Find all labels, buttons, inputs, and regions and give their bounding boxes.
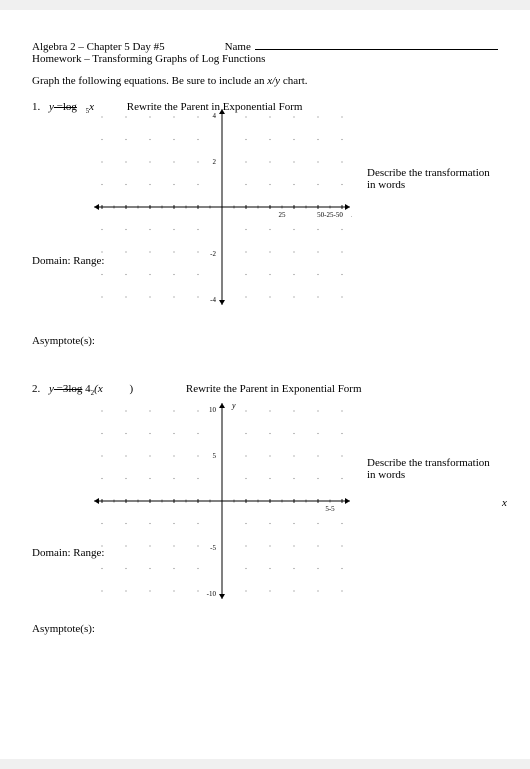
p2-rewrite-prompt: Rewrite the Parent in Exponential Form: [186, 383, 362, 395]
instruction-prefix: Graph the following equations. Be sure t…: [32, 75, 267, 87]
worksheet-page: Algebra 2 – Chapter 5 Day #5 Name Homewo…: [0, 10, 530, 759]
instruction: Graph the following equations. Be sure t…: [32, 75, 498, 87]
p2-eq: =3log: [54, 383, 83, 395]
p2-extra: 4: [82, 383, 90, 395]
name-label: Name: [225, 41, 251, 53]
instruction-xy: x/y: [267, 75, 280, 87]
svg-text:2: 2: [213, 158, 217, 166]
p1-domain-range: Domain: Range:: [32, 255, 104, 267]
svg-text:-5: -5: [210, 544, 216, 552]
p2-describe-prompt: Describe the transformation in words: [367, 457, 498, 481]
p2-close: ): [129, 383, 133, 395]
course-title: Algebra 2 – Chapter 5 Day #5: [32, 41, 165, 53]
p1-num: 1.: [32, 101, 40, 113]
problem-1: 1. y =log 5x Rewrite the Parent in Expon…: [32, 101, 498, 347]
p1-describe-prompt: Describe the transformation in words: [367, 167, 498, 191]
p2-coordinate-grid: 5-5105-5-10: [92, 401, 352, 601]
subtitle: Homework – Transforming Graphs of Log Fu…: [32, 53, 498, 65]
p1-asymptote: Asymptote(s):: [32, 335, 498, 347]
p1-graph-container: 25 50-25-50 x 4 2 -2 -4 Describe the transform…: [92, 107, 498, 307]
instruction-suffix: chart.: [280, 75, 307, 87]
svg-text:10: 10: [209, 406, 217, 414]
svg-text:-4: -4: [210, 296, 216, 304]
svg-text:-10: -10: [207, 590, 217, 598]
header-row: Algebra 2 – Chapter 5 Day #5 Name: [32, 38, 498, 53]
p2-x-axis-label: x: [502, 497, 507, 509]
p2-asymptote: Asymptote(s):: [32, 623, 498, 635]
name-blank-line[interactable]: [255, 38, 498, 50]
p2-x: (x: [94, 383, 103, 395]
p2-graph-container: 5-5105-5-10 y Describe the transformatio…: [92, 401, 498, 601]
p2-num: 2.: [32, 383, 40, 395]
svg-text:50-25-50: 50-25-50: [317, 211, 343, 219]
p2-y-axis-label: y: [232, 401, 236, 410]
p1-eq: =log: [54, 101, 77, 113]
p1-equation: 1. y =log 5x: [32, 101, 94, 115]
svg-text:-2: -2: [210, 250, 216, 258]
p1-coordinate-grid: 25 50-25-50 x 4 2 -2 -4: [92, 107, 352, 307]
p2-equation: 2. y =3log 42(x ): [32, 383, 133, 397]
svg-text:25: 25: [279, 211, 287, 219]
svg-text:4: 4: [213, 112, 217, 120]
p2-domain-range: Domain: Range:: [32, 547, 104, 559]
svg-text:x: x: [351, 211, 352, 219]
svg-text:5-5: 5-5: [325, 505, 335, 513]
problem-2: 2. y =3log 42(x ) Rewrite the Parent in …: [32, 383, 498, 635]
svg-text:5: 5: [213, 452, 217, 460]
